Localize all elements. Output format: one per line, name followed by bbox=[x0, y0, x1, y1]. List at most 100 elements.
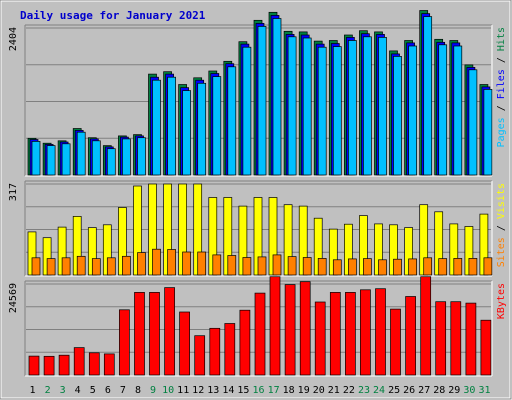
legend-item-kbytes: KBytes bbox=[496, 283, 507, 319]
x-tick-label-day-24: 24 bbox=[373, 385, 385, 396]
legend-separator: / bbox=[496, 99, 507, 117]
bar-kbytes-day-27 bbox=[420, 276, 432, 376]
x-tick-label-day-26: 26 bbox=[403, 385, 415, 396]
x-tick-label-day-7: 7 bbox=[120, 385, 126, 396]
legend-requests: Pages / Files / Hits bbox=[496, 27, 507, 147]
legend-item-visits: Visits bbox=[496, 183, 507, 219]
bar-pages-day-21 bbox=[332, 46, 342, 176]
bar-pages-day-27 bbox=[423, 16, 433, 176]
bar-kbytes-day-22 bbox=[345, 292, 356, 376]
bar-kbytes-day-25 bbox=[390, 308, 401, 376]
bar-pages-day-5 bbox=[91, 140, 101, 176]
bar-kbytes-day-15 bbox=[239, 309, 251, 376]
x-tick-label-day-13: 13 bbox=[207, 385, 219, 396]
bar-sites-day-9 bbox=[152, 248, 161, 276]
bar-kbytes-day-11 bbox=[179, 311, 190, 376]
bar-sites-day-10 bbox=[167, 249, 176, 276]
bar-sites-day-28 bbox=[438, 258, 448, 276]
bar-pages-day-30 bbox=[468, 69, 478, 176]
x-tick-label-day-15: 15 bbox=[237, 385, 249, 396]
bar-pages-day-26 bbox=[408, 45, 417, 176]
x-tick-label-day-17: 17 bbox=[268, 385, 280, 396]
bar-kbytes-day-5 bbox=[88, 352, 100, 376]
bar-pages-day-28 bbox=[438, 44, 448, 176]
bar-sites-day-2 bbox=[46, 258, 56, 276]
bar-sites-day-4 bbox=[76, 255, 86, 276]
bar-kbytes-day-10 bbox=[164, 287, 175, 376]
bar-kbytes-day-6 bbox=[103, 353, 115, 376]
bar-pages-day-24 bbox=[378, 37, 387, 176]
bar-sites-day-11 bbox=[182, 251, 191, 276]
bar-pages-day-13 bbox=[212, 76, 222, 176]
x-tick-label-day-14: 14 bbox=[222, 385, 234, 396]
x-tick-label-day-12: 12 bbox=[192, 385, 204, 396]
bar-sites-day-16 bbox=[257, 256, 267, 276]
x-tick-label-day-19: 19 bbox=[298, 385, 310, 396]
panel-transfer: 24569 KBytes bbox=[8, 276, 507, 377]
x-tick-label-day-9: 9 bbox=[150, 385, 156, 396]
bar-pages-day-10 bbox=[167, 76, 176, 176]
bar-kbytes-day-23 bbox=[360, 289, 371, 376]
x-tick-label-day-18: 18 bbox=[283, 385, 295, 396]
legend-transfer: KBytes bbox=[496, 283, 507, 319]
bar-kbytes-day-24 bbox=[375, 288, 386, 376]
bar-pages-day-18 bbox=[287, 36, 297, 176]
bar-sites-day-1 bbox=[31, 257, 41, 276]
x-tick-label-day-21: 21 bbox=[328, 385, 340, 396]
panel-requests: 2404 Pages / Files / Hits bbox=[8, 10, 507, 177]
bar-sites-day-26 bbox=[408, 258, 417, 276]
bar-kbytes-day-20 bbox=[314, 301, 326, 376]
bar-pages-day-25 bbox=[393, 56, 402, 176]
bar-kbytes-day-9 bbox=[149, 292, 160, 376]
bar-sites-day-22 bbox=[348, 258, 357, 276]
bar-pages-day-29 bbox=[453, 45, 463, 176]
legend-item-sites: Sites bbox=[496, 237, 507, 267]
bar-pages-day-8 bbox=[137, 137, 146, 176]
bar-kbytes-day-14 bbox=[224, 323, 236, 376]
x-tick-label-day-29: 29 bbox=[448, 385, 460, 396]
max-label-requests: 2404 bbox=[8, 27, 19, 51]
x-tick-label-day-23: 23 bbox=[358, 385, 370, 396]
bar-pages-day-19 bbox=[302, 37, 312, 176]
x-tick-label-day-30: 30 bbox=[463, 385, 475, 396]
bar-pages-day-6 bbox=[106, 148, 116, 176]
bar-pages-day-31 bbox=[483, 89, 493, 176]
bar-pages-day-22 bbox=[348, 40, 357, 176]
bar-sites-day-27 bbox=[423, 257, 433, 276]
bar-pages-day-16 bbox=[257, 26, 267, 176]
x-tick-label-day-3: 3 bbox=[60, 385, 66, 396]
bar-pages-day-9 bbox=[152, 79, 161, 176]
bar-kbytes-day-30 bbox=[465, 302, 477, 376]
bar-kbytes-day-16 bbox=[254, 292, 266, 376]
x-tick-label-day-5: 5 bbox=[90, 385, 96, 396]
bar-pages-day-1 bbox=[31, 141, 41, 176]
x-tick-label-day-10: 10 bbox=[162, 385, 174, 396]
bar-kbytes-day-28 bbox=[435, 301, 447, 376]
max-label-transfer: 24569 bbox=[8, 283, 19, 313]
legend-visitors: Sites / Visits bbox=[496, 183, 507, 267]
bar-sites-day-17 bbox=[272, 254, 282, 276]
x-tick-label-day-2: 2 bbox=[45, 385, 51, 396]
bar-sites-day-6 bbox=[106, 257, 116, 276]
bar-sites-day-18 bbox=[287, 256, 297, 276]
bar-kbytes-day-18 bbox=[284, 284, 296, 376]
legend-item-pages: Pages bbox=[496, 117, 507, 147]
bar-kbytes-day-2 bbox=[43, 355, 55, 376]
bar-kbytes-day-17 bbox=[269, 276, 281, 376]
bar-kbytes-day-3 bbox=[58, 354, 70, 376]
x-tick-label-day-28: 28 bbox=[433, 385, 445, 396]
bar-sites-day-30 bbox=[468, 258, 478, 276]
bar-sites-day-14 bbox=[227, 255, 237, 276]
bar-sites-day-31 bbox=[483, 257, 493, 276]
bar-kbytes-day-7 bbox=[119, 309, 130, 376]
bar-sites-day-15 bbox=[242, 257, 252, 276]
bar-kbytes-day-4 bbox=[73, 347, 85, 376]
x-tick-label-day-1: 1 bbox=[29, 385, 35, 396]
bar-pages-day-20 bbox=[317, 46, 327, 176]
bar-sites-day-23 bbox=[363, 258, 372, 276]
bar-pages-day-15 bbox=[242, 46, 252, 176]
